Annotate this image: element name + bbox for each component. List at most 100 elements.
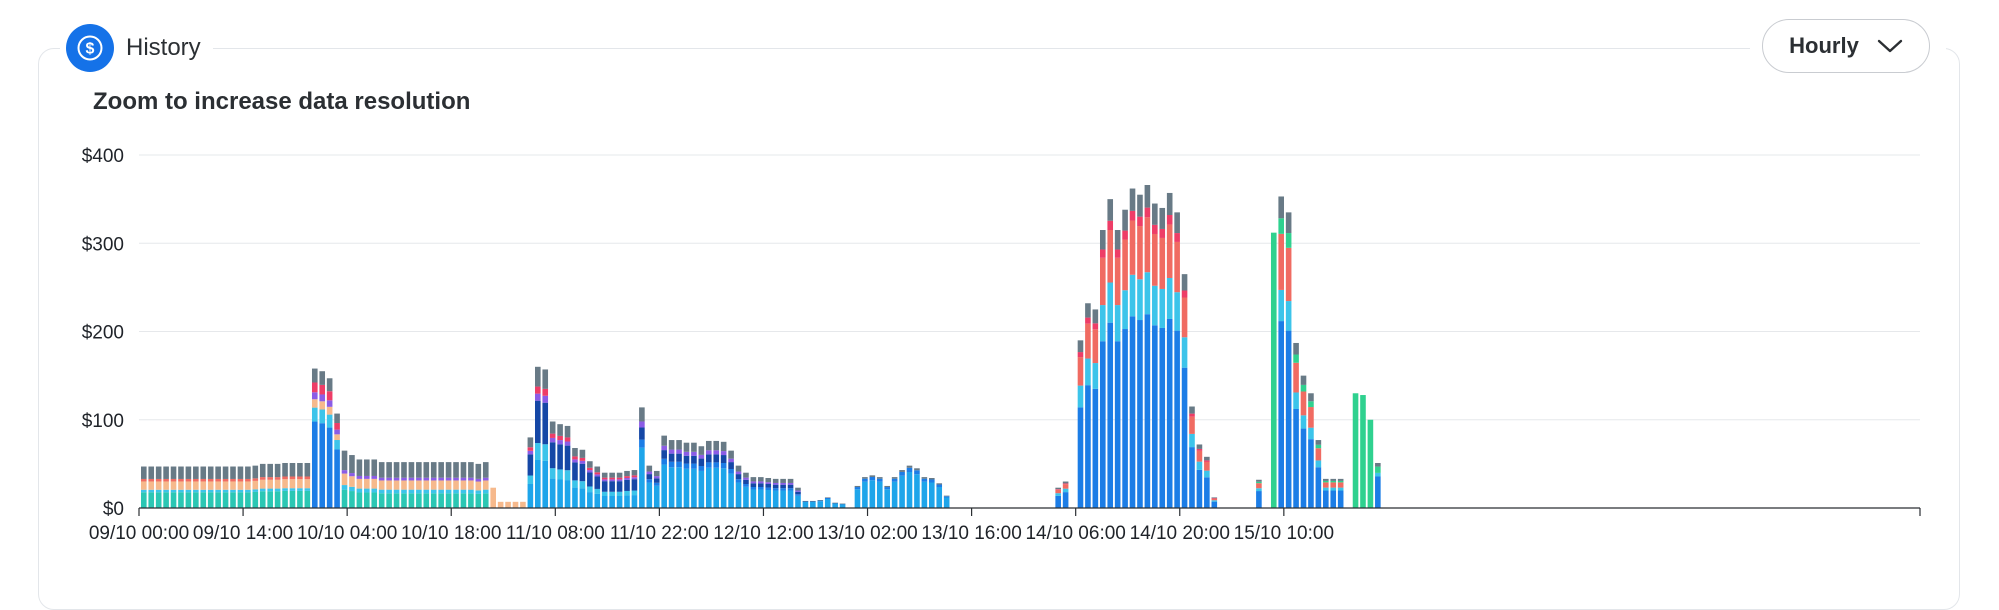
bar-segment xyxy=(795,495,801,508)
bar-segment xyxy=(1122,209,1128,231)
bar-segment xyxy=(475,481,482,491)
bar-segment xyxy=(155,478,162,482)
bar-segment xyxy=(884,489,890,508)
bar-segment xyxy=(698,458,705,466)
bar-segment xyxy=(587,461,593,468)
bar-segment xyxy=(490,487,496,508)
panel-title: History xyxy=(126,34,201,61)
bar-segment xyxy=(720,451,727,456)
bar-segment xyxy=(1256,488,1262,492)
chevron-down-icon xyxy=(1877,39,1903,53)
bar-segment xyxy=(1293,408,1299,508)
bar-segment xyxy=(267,488,273,492)
bar-segment xyxy=(616,481,623,492)
x-tick-label: 09/10 14:00 xyxy=(193,523,293,544)
bar-segment xyxy=(743,472,749,478)
bar-segment xyxy=(193,481,199,490)
bar-segment xyxy=(326,378,333,392)
bar-segment xyxy=(1055,489,1061,494)
bar-segment xyxy=(237,492,244,508)
bar-segment xyxy=(579,460,586,464)
bar-segment xyxy=(1285,212,1292,234)
bar-segment xyxy=(772,484,779,489)
bar-segment xyxy=(1256,479,1262,482)
bar-segment xyxy=(683,455,690,464)
bar-segment xyxy=(832,502,838,504)
bar-segment xyxy=(356,488,363,493)
bar-segment xyxy=(185,489,192,493)
bar-segment xyxy=(185,466,192,479)
bar-segment xyxy=(178,489,184,493)
bar-segment xyxy=(869,480,876,508)
bar-segment xyxy=(1204,460,1210,462)
interval-dropdown[interactable]: Hourly xyxy=(1762,19,1930,73)
bar-segment xyxy=(780,478,786,483)
y-tick-label: $200 xyxy=(82,323,124,344)
bar-segment xyxy=(1196,450,1203,462)
bar-segment xyxy=(386,477,392,481)
bar-segment xyxy=(616,479,623,482)
bar-segment xyxy=(230,481,236,490)
bar-segment xyxy=(936,484,943,487)
bar-segment xyxy=(631,495,638,508)
bar-segment xyxy=(460,477,467,481)
bar-segment xyxy=(423,480,430,490)
bar-segment xyxy=(1174,330,1180,508)
bar-segment xyxy=(334,434,340,441)
bar-segment xyxy=(1285,301,1292,331)
bar-segment xyxy=(1211,498,1218,499)
x-tick-label: 11/10 22:00 xyxy=(610,523,709,544)
bar-segment xyxy=(1300,375,1307,385)
bar-segment xyxy=(1189,413,1195,417)
bar-segment xyxy=(787,490,794,508)
bar-segment xyxy=(430,493,437,508)
bar-segment xyxy=(1137,279,1143,321)
bar-segment xyxy=(758,477,764,482)
bar-segment xyxy=(653,478,660,483)
bar-segment xyxy=(728,450,734,459)
bar-segment xyxy=(468,489,474,494)
bar-segment xyxy=(1107,220,1114,231)
bar-segment xyxy=(713,454,720,463)
bar-segment xyxy=(438,489,444,494)
bar-segment xyxy=(1099,305,1106,342)
bar-segment xyxy=(936,483,943,485)
bar-segment xyxy=(356,459,363,476)
bar-segment xyxy=(549,433,556,438)
bar-segment xyxy=(393,477,400,481)
bar-segment xyxy=(549,421,556,434)
bar-segment xyxy=(460,489,467,494)
bar-segment xyxy=(386,493,392,508)
bar-segment xyxy=(1159,207,1166,229)
bar-segment xyxy=(334,413,340,424)
bar-segment xyxy=(653,482,660,486)
bar-segment xyxy=(683,468,690,508)
bar-segment xyxy=(527,484,534,508)
bar-segment xyxy=(795,487,801,491)
bar-segment xyxy=(430,480,437,490)
bar-segment xyxy=(364,475,370,479)
bar-segment xyxy=(631,490,638,496)
bar-segment xyxy=(1181,337,1188,368)
bar-segment xyxy=(482,493,489,508)
bar-segment xyxy=(259,488,266,492)
bar-segment xyxy=(1099,249,1106,258)
bar-segment xyxy=(371,475,378,479)
bar-segment xyxy=(445,480,452,490)
y-tick-label: $300 xyxy=(82,234,124,255)
chart-subtitle: Zoom to increase data resolution xyxy=(93,88,471,115)
bar-segment xyxy=(780,482,786,485)
bar-segment xyxy=(1152,203,1158,225)
bar-segment xyxy=(252,478,259,481)
bar-segment xyxy=(564,445,571,471)
bar-segment xyxy=(1293,392,1299,409)
bar-segment xyxy=(155,489,162,493)
bar-segment xyxy=(267,463,273,478)
bar-segment xyxy=(705,454,712,463)
bar-segment xyxy=(378,477,385,481)
x-tick-label: 15/10 10:00 xyxy=(1234,523,1334,544)
bar-segment xyxy=(215,478,221,482)
bar-segment xyxy=(505,501,511,508)
bar-segment xyxy=(163,481,169,490)
bar-segment xyxy=(780,488,786,491)
